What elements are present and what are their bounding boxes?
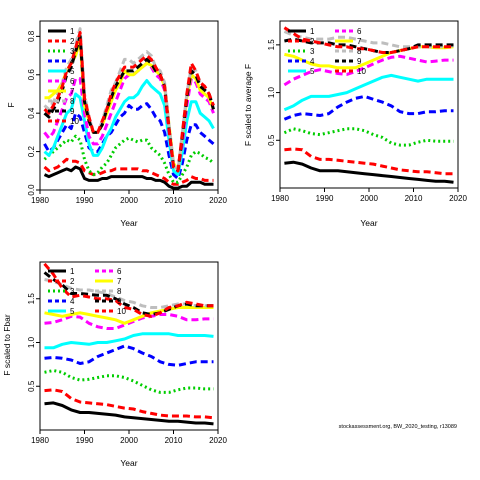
x-tick-label: 2010 (405, 194, 423, 203)
legend-label-6: 6 (70, 77, 75, 86)
legend-label-4: 4 (70, 57, 75, 66)
x-tick-label: 2010 (165, 196, 183, 205)
series-line-6 (44, 313, 214, 330)
legend-label-5: 5 (70, 307, 75, 316)
series-line-9 (43, 271, 214, 316)
series-line-5 (43, 79, 215, 177)
legend-label-9: 9 (357, 57, 362, 66)
y-axis-title: F scaled to average F (243, 64, 253, 146)
y-tick-label: 0.5 (267, 134, 276, 146)
series-line-7 (44, 306, 214, 325)
series-line-4 (44, 344, 214, 367)
legend-label-7: 7 (357, 37, 362, 46)
legend-label-8: 8 (117, 287, 122, 296)
legend-label-1: 1 (310, 27, 315, 36)
y-tick-label: 1.0 (27, 336, 36, 348)
x-tick-label: 2000 (120, 436, 138, 445)
legend-label-3: 3 (70, 47, 75, 56)
series-line-10 (43, 262, 214, 318)
series-line-4 (43, 102, 215, 180)
y-axis-title: F (6, 102, 16, 107)
legend-label-1: 1 (70, 27, 75, 36)
y-axis-title: F scaled to Fbar (2, 314, 12, 376)
legend-label-10: 10 (357, 67, 366, 76)
x-tick-label: 2020 (209, 436, 227, 445)
series-line-3 (43, 134, 215, 184)
series-line-5 (283, 73, 454, 112)
panel-F: 1980 1990 2000 2010 2020 0.0 0.2 0.4 0.6 0.8 Year F… (6, 20, 227, 228)
legend-label-8: 8 (70, 97, 75, 106)
series-line-3 (44, 369, 214, 394)
panel-avg: 1980 1990 2000 2010 2020 0.5 1.0 1.5 Year F scale… (243, 20, 467, 228)
panel-fbar: 1980 1990 2000 2010 2020 0.5 1.0 1.5 Year F scale… (2, 261, 227, 468)
y-tick-label: 0.0 (27, 184, 36, 196)
x-axis-title: Year (120, 458, 137, 468)
y-tick-label: 0.6 (27, 69, 36, 81)
legend-label-7: 7 (117, 277, 122, 286)
y-tick-label: 1.0 (267, 86, 276, 98)
legend-label-2: 2 (70, 277, 75, 286)
legend-label-9: 9 (70, 107, 75, 116)
legend-label-10: 10 (70, 117, 79, 126)
legend-label-8: 8 (357, 47, 362, 56)
series-line-4 (283, 94, 454, 121)
footer-credit: stockassessment.org, BW_2020_testing, r1… (339, 424, 457, 430)
y-tick-label: 0.8 (27, 30, 36, 42)
x-tick-label: 2020 (449, 194, 467, 203)
legend-label-9: 9 (117, 297, 122, 306)
legend-label-2: 2 (70, 37, 75, 46)
series-line-9 (43, 34, 215, 173)
legend-label-6: 6 (117, 267, 122, 276)
x-tick-label: 1990 (76, 436, 94, 445)
x-tick-label: 1990 (76, 196, 94, 205)
legend-label-3: 3 (310, 47, 315, 56)
series-line-1 (284, 160, 454, 184)
y-tick-label: 0.4 (27, 107, 36, 119)
x-tick-label: 1980 (31, 436, 49, 445)
x-tick-label: 1990 (316, 194, 334, 203)
x-tick-label: 2000 (120, 196, 138, 205)
legend-label-2: 2 (310, 37, 315, 46)
series-line-9 (284, 37, 454, 54)
x-tick-label: 1980 (271, 194, 289, 203)
series-line-1 (43, 165, 214, 190)
legend-label-1: 1 (70, 267, 75, 276)
series-line-6 (283, 54, 454, 87)
x-tick-label: 2020 (209, 196, 227, 205)
x-tick-label: 2000 (360, 194, 378, 203)
legend-label-5: 5 (70, 67, 75, 76)
legend-label-7: 7 (70, 87, 75, 96)
legend-label-4: 4 (70, 297, 75, 306)
x-tick-label: 2010 (165, 436, 183, 445)
x-tick-label: 1980 (31, 196, 49, 205)
series-line-10 (43, 31, 215, 173)
series-line-5 (44, 332, 214, 350)
legend-label-10: 10 (117, 307, 126, 316)
series-line-1 (44, 401, 214, 426)
series-line-10 (283, 26, 454, 54)
legend-label-4: 4 (310, 57, 315, 66)
legend-label-3: 3 (70, 287, 75, 296)
y-tick-label: 0.2 (27, 145, 36, 157)
x-axis-title: Year (360, 218, 377, 228)
legend-label-6: 6 (357, 27, 362, 36)
series-line-2 (284, 147, 454, 176)
series-line-2 (43, 157, 214, 186)
y-tick-label: 1.5 (27, 293, 36, 305)
legend-label-5: 5 (310, 67, 315, 76)
y-tick-label: 1.5 (267, 39, 276, 51)
x-axis-title: Year (120, 218, 137, 228)
series-line-3 (283, 127, 454, 147)
series-line-2 (44, 388, 214, 420)
y-tick-label: 0.5 (27, 380, 36, 392)
